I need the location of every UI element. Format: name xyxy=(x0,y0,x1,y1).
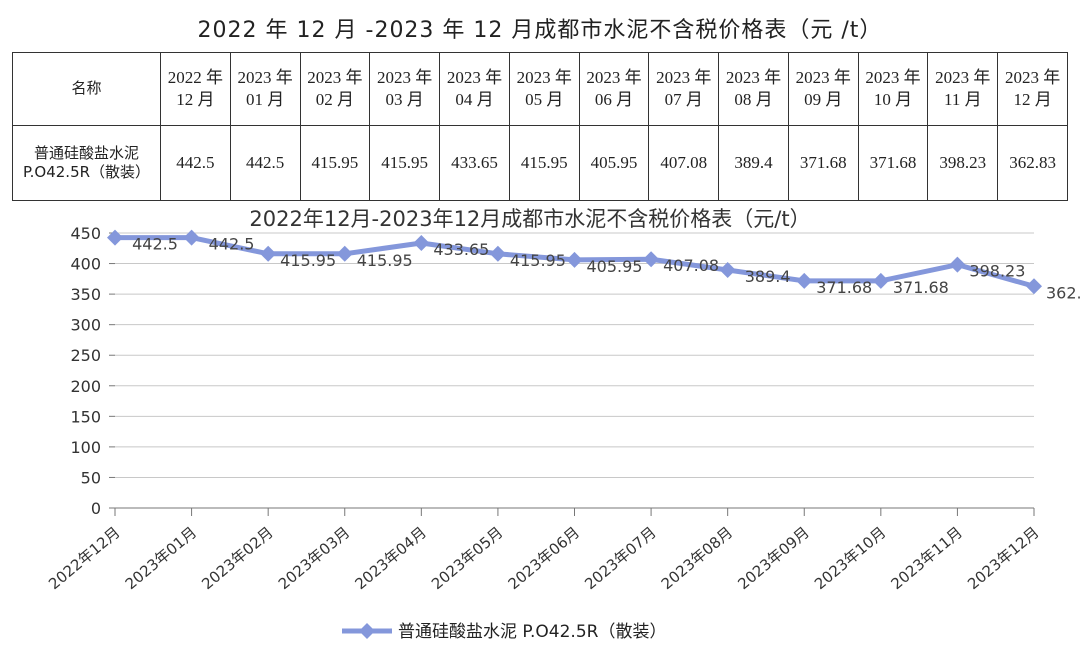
marker xyxy=(183,229,200,246)
x-tick-label: 2023年05月 xyxy=(428,523,506,593)
x-tick-label: 2023年03月 xyxy=(275,523,353,593)
y-tick-label: 200 xyxy=(70,377,101,396)
table-cell: 名称 xyxy=(12,52,161,126)
table-cell: 362.83 xyxy=(997,125,1068,201)
price-table: 名称 2022 年 12 月 2023 年 01 月 2023 年 02 月 2023 … xyxy=(12,52,1068,201)
data-label: 433.65 xyxy=(433,240,489,259)
table-cell: 2023 年 08 月 xyxy=(718,52,789,126)
data-label: 398.23 xyxy=(969,262,1025,281)
data-label: 415.95 xyxy=(357,251,413,270)
table-cell: 405.95 xyxy=(578,125,650,201)
y-tick-label: 50 xyxy=(81,468,101,487)
x-tick-label: 2023年12月 xyxy=(964,523,1042,593)
y-tick-label: 400 xyxy=(70,255,101,274)
table-cell: 2023 年 11 月 xyxy=(927,52,999,126)
table-cell: 2023 年 07 月 xyxy=(648,52,720,126)
table-cell: 442.5 xyxy=(160,125,231,201)
marker xyxy=(949,256,966,273)
x-tick-label: 2023年02月 xyxy=(198,523,276,593)
y-tick-label: 0 xyxy=(91,499,101,518)
table-cell: 普通硅酸盐水泥 P.O42.5R（散装） xyxy=(12,125,161,201)
y-tick-label: 250 xyxy=(70,346,101,365)
data-row: 普通硅酸盐水泥 P.O42.5R（散装） 442.5 442.5 415.95 415.… xyxy=(12,125,1068,201)
y-tick-label: 450 xyxy=(70,224,101,243)
x-tick-label: 2023年09月 xyxy=(734,523,812,593)
table-cell: 415.95 xyxy=(369,125,441,201)
data-label: 407.08 xyxy=(663,256,719,275)
table-cell: 2022 年 12 月 xyxy=(160,52,231,126)
data-label: 371.68 xyxy=(893,278,949,297)
table-cell: 2023 年 12 月 xyxy=(997,52,1068,126)
table-cell: 2023 年 04 月 xyxy=(439,52,510,126)
x-tick-label: 2023年04月 xyxy=(351,523,429,593)
y-tick-label: 100 xyxy=(70,438,101,457)
marker xyxy=(489,245,506,262)
table-cell: 407.08 xyxy=(648,125,720,201)
marker xyxy=(872,272,889,289)
table-cell: 2023 年 05 月 xyxy=(508,52,580,126)
data-label: 442.5 xyxy=(132,235,178,254)
data-label: 415.95 xyxy=(510,251,566,270)
x-tick-label: 2023年10月 xyxy=(811,523,889,593)
table-cell: 2023 年 06 月 xyxy=(578,52,650,126)
x-tick-label: 2023年08月 xyxy=(658,523,736,593)
marker xyxy=(260,245,277,262)
marker xyxy=(719,262,736,279)
table-cell: 389.4 xyxy=(718,125,789,201)
table-cell: 2023 年 03 月 xyxy=(369,52,441,126)
x-tick-label: 2023年06月 xyxy=(505,523,583,593)
page-title: 2022 年 12 月 -2023 年 12 月成都市水泥不含税价格表（元 /t… xyxy=(197,18,883,43)
y-tick-label: 350 xyxy=(70,285,101,304)
legend-label: 普通硅酸盐水泥 P.O42.5R（散装） xyxy=(398,622,666,642)
x-tick-label: 2022年12月 xyxy=(45,523,123,593)
data-label: 442.5 xyxy=(209,235,255,254)
data-label: 415.95 xyxy=(280,251,336,270)
chart-title: 2022年12月-2023年12月成都市水泥不含税价格表（元/t） xyxy=(249,207,810,231)
y-tick-label: 300 xyxy=(70,316,101,335)
marker xyxy=(336,245,353,262)
data-label: 371.68 xyxy=(816,278,872,297)
table-cell: 442.5 xyxy=(229,125,301,201)
table-cell: 371.68 xyxy=(857,125,929,201)
table-cell: 2023 年 02 月 xyxy=(299,52,371,126)
header-row: 名称 2022 年 12 月 2023 年 01 月 2023 年 02 月 2023 … xyxy=(12,52,1068,126)
marker xyxy=(107,229,123,246)
table-cell: 2023 年 01 月 xyxy=(229,52,301,126)
data-label: 389.4 xyxy=(745,267,791,286)
legend-marker xyxy=(359,623,375,639)
table-cell: 371.68 xyxy=(787,125,859,201)
table-cell: 398.23 xyxy=(927,125,999,201)
y-tick-label: 150 xyxy=(70,407,101,426)
table-cell: 415.95 xyxy=(299,125,371,201)
marker xyxy=(566,251,583,268)
data-label: 362.83 xyxy=(1046,283,1080,302)
x-tick-label: 2023年07月 xyxy=(581,523,659,593)
marker xyxy=(1026,278,1042,295)
marker xyxy=(796,272,813,289)
marker xyxy=(643,251,660,268)
data-label: 405.95 xyxy=(587,257,643,276)
marker xyxy=(413,234,430,251)
x-tick-label: 2023年11月 xyxy=(888,523,966,593)
x-tick-label: 2023年01月 xyxy=(122,523,200,593)
